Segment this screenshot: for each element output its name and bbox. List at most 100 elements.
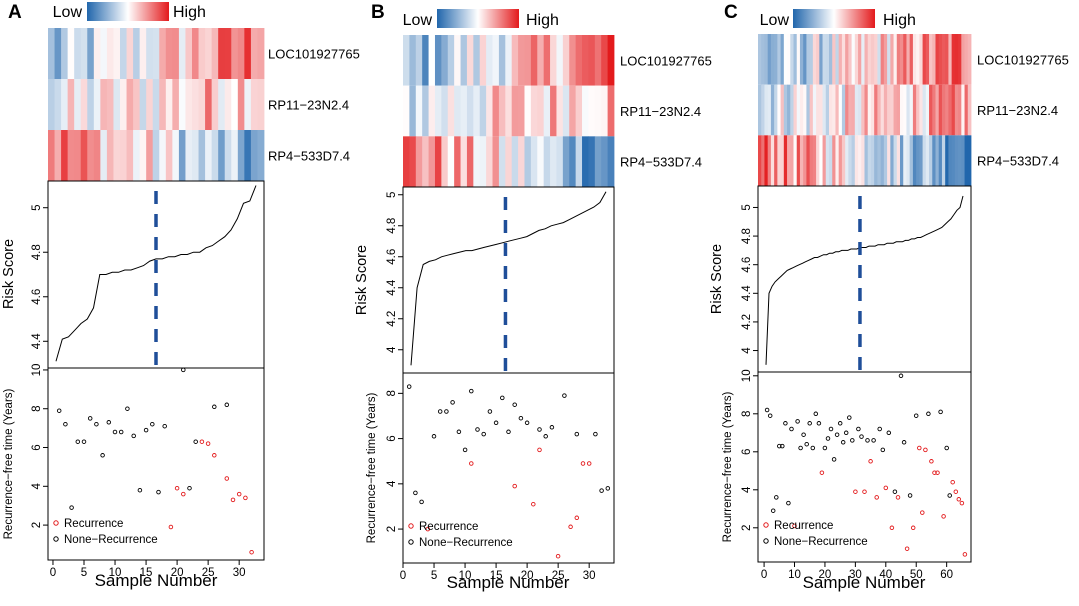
non-recurrence-point (892, 489, 898, 494)
heatmap-cell (951, 34, 956, 85)
heatmap-cell (767, 34, 772, 85)
heatmap-cell (796, 135, 801, 186)
non-recurrence-point (847, 415, 852, 420)
heatmap-cell (941, 84, 946, 136)
heatmap-cell (790, 34, 794, 85)
recurrence-point (574, 515, 580, 521)
non-recurrence-point (886, 430, 892, 436)
heatmap-cell (575, 35, 583, 86)
heatmap-cell (80, 130, 88, 181)
heatmap-cell (556, 136, 564, 187)
recurrence-point (512, 483, 517, 489)
rfs-ytick-label: 10 (31, 364, 43, 377)
heatmap-cell (550, 35, 557, 86)
risk-ytick-label: 5 (31, 205, 43, 211)
heatmap-cell (159, 79, 167, 130)
heatmap-cell (964, 34, 969, 85)
risk-ytick-label: 4.8 (386, 218, 398, 234)
gene-label: LOC101927765 (268, 47, 360, 62)
recurrence-point (868, 459, 873, 464)
heatmap-cell (582, 35, 589, 86)
heatmap-cell (806, 135, 811, 186)
heatmap-cell (466, 85, 474, 137)
heatmap-cell (409, 136, 417, 187)
heatmap-cell (867, 84, 872, 136)
non-recurrence-point (106, 420, 112, 425)
heatmap-cell (787, 84, 791, 136)
heatmap-cell (218, 28, 226, 79)
heatmap: LOC101927765 RP11−23N2.4 RP4−533D7.4 (758, 34, 1069, 186)
heatmap-cell (257, 79, 265, 130)
heatmap-cell (880, 84, 885, 136)
non-recurrence-point (125, 406, 130, 411)
heatmap-cell (858, 84, 862, 136)
heatmap-cell (932, 34, 936, 85)
heatmap-cell (575, 85, 583, 137)
heatmap-cell (87, 79, 95, 130)
heatmap-cell (832, 34, 836, 85)
heatmap-cell (133, 130, 141, 181)
heatmap-cell (492, 35, 500, 86)
heatmap-cell (758, 34, 762, 85)
heatmap-cell (925, 34, 930, 85)
heatmap-cell (890, 34, 894, 85)
rfs-xtick-label: 15 (490, 570, 503, 582)
rfs-xtick-label: 0 (761, 569, 767, 581)
legend-recurrence-label: Recurrence (419, 521, 478, 533)
rfs-plot-frame (402, 372, 615, 564)
non-recurrence-point (456, 429, 462, 435)
heatmap-cell (479, 136, 487, 187)
non-recurrence-point (795, 419, 800, 424)
recurrence-point (932, 470, 937, 475)
heatmap-cell (900, 135, 904, 186)
non-recurrence-point (512, 402, 517, 407)
heatmap-cell (594, 85, 602, 137)
heatmap-cell (861, 34, 865, 85)
heatmap-cell (556, 85, 564, 137)
heatmap-cell (961, 135, 965, 186)
heatmap-cell (916, 135, 920, 186)
heatmap-cell (403, 136, 410, 187)
heatmap-cell (787, 34, 791, 85)
recurrence-point (953, 489, 959, 494)
heatmap-cell (883, 34, 888, 85)
heatmap-cell (900, 34, 904, 85)
non-recurrence-point (518, 415, 524, 421)
non-recurrence-point (840, 440, 846, 445)
heatmap-cell (783, 84, 788, 136)
heatmap-cell (816, 34, 820, 85)
heatmap-cell (887, 84, 891, 136)
heatmap-cell (916, 34, 920, 85)
non-recurrence-point (444, 409, 449, 414)
heatmap-cell (178, 79, 186, 130)
non-recurrence-point (780, 443, 785, 449)
heatmap-cell (858, 34, 862, 85)
gene-label: RP11−23N2.4 (268, 98, 349, 113)
heatmap-cell (864, 135, 869, 186)
heatmap-cell (588, 85, 596, 137)
heatmap-cell (113, 130, 121, 181)
risk-ytick-label: 4.4 (386, 279, 398, 296)
heatmap-cell (100, 79, 108, 130)
non-recurrence-point (574, 431, 580, 437)
recurrence-point (962, 552, 968, 557)
heatmap-cell (415, 85, 423, 137)
heatmap-cell (588, 35, 596, 86)
recurrence-point (904, 546, 910, 551)
recurrence-point (236, 491, 242, 497)
heatmap-cell (113, 28, 121, 79)
heatmap-cell (774, 135, 778, 186)
rfs-ytick-label: 6 (741, 449, 753, 455)
heatmap-cell (880, 34, 885, 85)
heatmap-cell (498, 85, 506, 137)
heatmap-cell (858, 135, 862, 186)
recurrence-point (586, 461, 592, 466)
heatmap-cell (441, 85, 449, 137)
recurrence-point (941, 514, 946, 519)
heatmap-cell (825, 34, 830, 85)
non-recurrence-point (901, 440, 907, 445)
heatmap-cell (938, 34, 943, 85)
heatmap-cell (890, 135, 894, 186)
heatmap-cell (893, 84, 898, 136)
